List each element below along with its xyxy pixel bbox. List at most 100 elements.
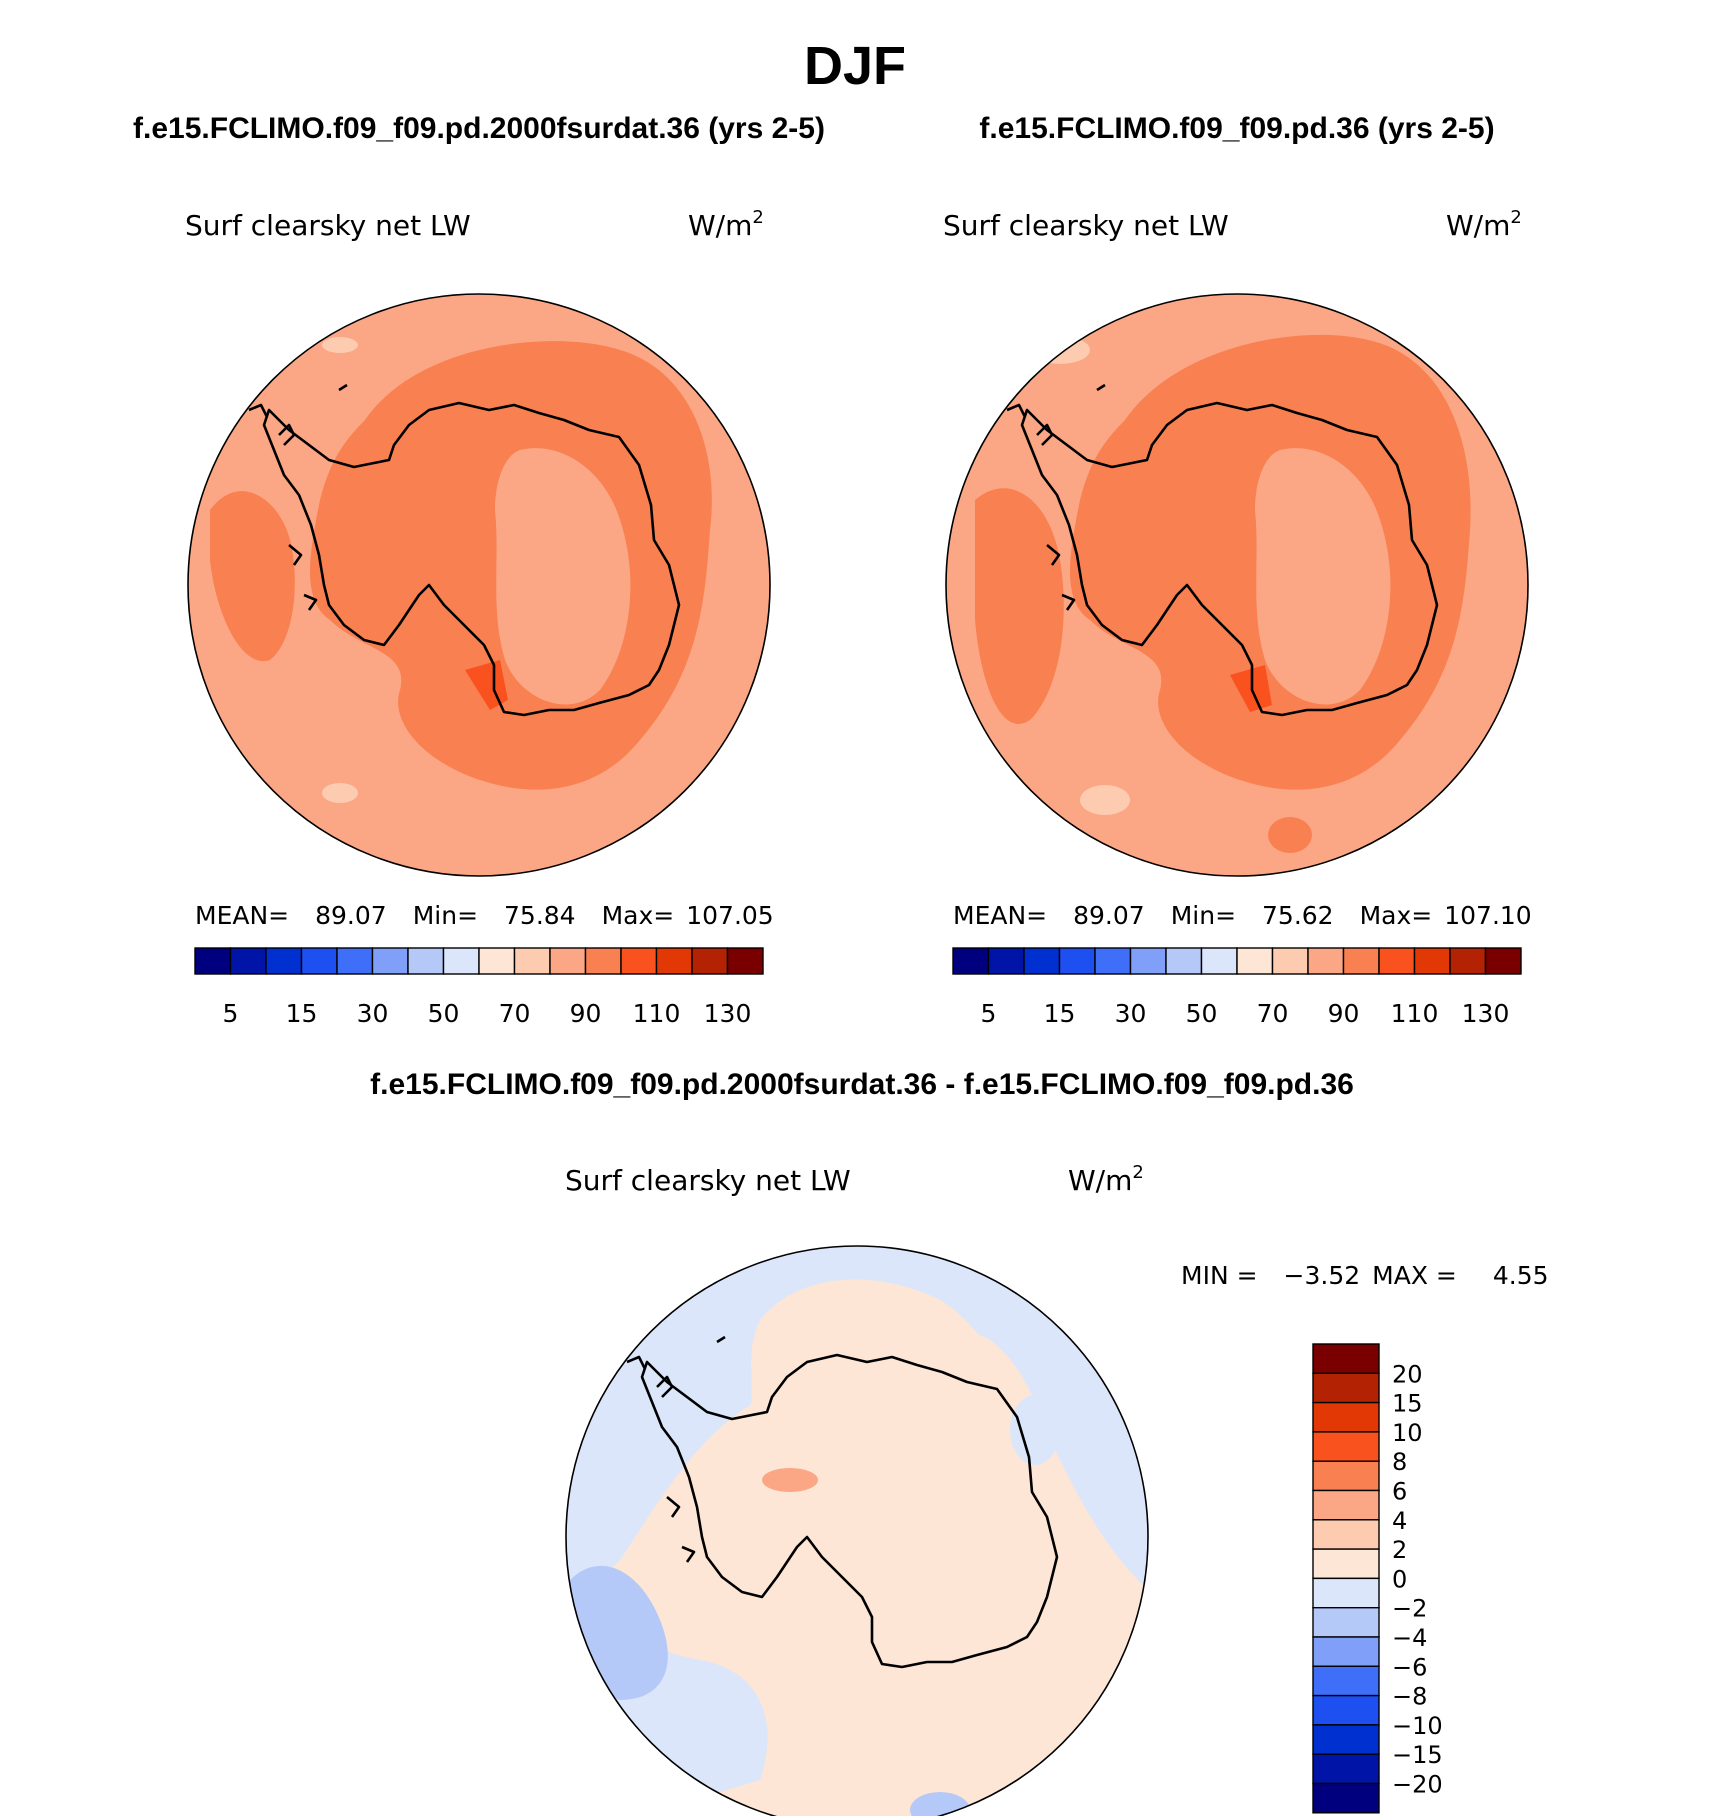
diff-colorbar-swatch (1312, 1636, 1380, 1667)
diff-colorbar-label: −20 (1392, 1771, 1443, 1799)
case-1-colorbar-swatch (300, 947, 338, 975)
case-1-colorbar-swatch (655, 947, 693, 975)
case-2-colorbar-label: 130 (1462, 999, 1510, 1028)
case-2-stats: MEAN= 89.07 Min= 75.62 Max= 107.10 (953, 901, 1532, 930)
case-1-colorbar-label: 15 (286, 999, 318, 1028)
panel-difference: f.e15.FCLIMO.f09_f09.pd.2000fsurdat.36 -… (370, 1068, 1549, 1816)
case-1-light-patch-2 (322, 337, 358, 353)
case-1-colorbar-swatch (478, 947, 516, 975)
panel-case-1: f.e15.FCLIMO.f09_f09.pd.2000fsurdat.36 (… (133, 112, 825, 1028)
case-1-colorbar-label: 110 (633, 999, 681, 1028)
case-2-light-patch (1080, 785, 1130, 815)
diff-colorbar-swatch (1312, 1343, 1380, 1374)
diff-colorbar-swatch (1312, 1460, 1380, 1492)
case-2-map-border (945, 293, 1529, 877)
diff-colorbar-swatch (1312, 1665, 1380, 1697)
diff-colorbar-swatch (1312, 1753, 1380, 1785)
diff-colorbar-label: 2 (1392, 1536, 1407, 1564)
case-1-colorbar-swatch (620, 947, 658, 975)
case-1-colorbar-label: 70 (499, 999, 531, 1028)
diff-colorbar-label: 0 (1392, 1565, 1407, 1593)
case-1-colorbar-label: 90 (570, 999, 602, 1028)
diff-colorbar-label: −2 (1392, 1595, 1427, 1623)
diff-colorbar-label: 4 (1392, 1507, 1407, 1535)
case-1-colorbar-swatch (549, 947, 587, 975)
diff-colorbar-label: −15 (1392, 1741, 1443, 1769)
case-1-colorbar-swatch (442, 947, 480, 975)
case-1-colorbar-swatch (584, 947, 622, 975)
case-1-colorbar-swatch (265, 947, 303, 975)
diff-east-negative (1010, 1395, 1060, 1465)
case-2-colorbar-swatch (1342, 947, 1380, 975)
diff-positive-ring (747, 1279, 1046, 1654)
case-1-colorbar-swatch (229, 947, 267, 975)
case-2-colorbar-swatch (1200, 947, 1238, 975)
case-2-colorbar-label: 90 (1328, 999, 1360, 1028)
diff-title: f.e15.FCLIMO.f09_f09.pd.2000fsurdat.36 -… (370, 1068, 1354, 1101)
case-2-colorbar-label: 5 (981, 999, 997, 1028)
diff-negative-ring (566, 1246, 1148, 1600)
case-2-colorbar-swatch (1129, 947, 1167, 975)
diff-units: W/m2 (1068, 1162, 1144, 1197)
diff-colorbar-swatch (1312, 1372, 1380, 1404)
diff-colorbar-swatch (1312, 1694, 1380, 1726)
figure-title: DJF (804, 36, 906, 96)
case-1-colorbar: 5 15 30 50 70 90 110 130 (194, 947, 764, 1028)
case-1-colorbar-swatch (691, 947, 729, 975)
case-1-colorbar-swatch (513, 947, 551, 975)
diff-map (566, 1246, 1148, 1816)
case-2-colorbar-swatch (987, 947, 1025, 975)
case-2-colorbar-swatch (1271, 947, 1309, 975)
diff-south-negative-patch (910, 1792, 970, 1816)
panel-case-2: f.e15.FCLIMO.f09_f09.pd.36 (yrs 2-5) Sur… (943, 112, 1532, 1028)
case-2-colorbar-swatch (1023, 947, 1061, 975)
case-2-colorbar-swatch (1378, 947, 1416, 975)
diff-colorbar-swatch (1312, 1782, 1380, 1814)
diff-colorbar-swatch (1312, 1489, 1380, 1521)
case-1-variable: Surf clearsky net LW (185, 209, 471, 242)
case-2-colorbar-swatch (1449, 947, 1487, 975)
diff-colorbar-swatch (1312, 1577, 1380, 1609)
case-2-colorbar-swatch (1058, 947, 1096, 975)
diff-variable: Surf clearsky net LW (565, 1164, 851, 1197)
diff-peninsula-positive (762, 1468, 818, 1492)
case-1-map-border (187, 293, 771, 877)
diff-stats: MIN = −3.52 MAX = 4.55 (1181, 1261, 1549, 1290)
diff-colorbar-label: −10 (1392, 1712, 1443, 1740)
case-1-colorbar-label: 30 (357, 999, 389, 1028)
diff-colorbar-label: 6 (1392, 1478, 1407, 1506)
case-2-units: W/m2 (1446, 207, 1522, 242)
case-2-colorbar-label: 30 (1115, 999, 1147, 1028)
case-2-colorbar-swatch (1413, 947, 1451, 975)
diff-colorbar-label: 20 (1392, 1360, 1423, 1388)
case-1-colorbar-label: 50 (428, 999, 460, 1028)
case-2-colorbar: 5 15 30 50 70 90 110 130 (952, 947, 1522, 1028)
case-2-variable: Surf clearsky net LW (943, 209, 1229, 242)
case-2-colorbar-swatch (1094, 947, 1132, 975)
diff-colorbar-swatch (1312, 1724, 1380, 1755)
case-2-colorbar-swatch (1484, 947, 1522, 975)
case-2-colorbar-swatch (1307, 947, 1345, 975)
case-1-colorbar-swatch (194, 947, 232, 975)
diff-colorbar-swatch (1312, 1548, 1380, 1580)
case-2-colorbar-label: 50 (1186, 999, 1218, 1028)
case-1-pacific-blob (210, 491, 295, 662)
diff-colorbar-swatch (1312, 1519, 1380, 1550)
case-2-colorbar-swatch (952, 947, 990, 975)
case-2-colorbar-label: 70 (1257, 999, 1289, 1028)
diff-colorbar-swatch (1312, 1431, 1380, 1462)
case-1-east-plateau (495, 448, 631, 705)
case-1-title: f.e15.FCLIMO.f09_f09.pd.2000fsurdat.36 (… (133, 112, 825, 145)
case-1-colorbar-label: 5 (223, 999, 239, 1028)
diff-colorbar-swatch (1312, 1606, 1380, 1638)
diff-colorbar-label: 15 (1392, 1390, 1423, 1418)
case-2-title: f.e15.FCLIMO.f09_f09.pd.36 (yrs 2-5) (979, 112, 1494, 145)
case-1-colorbar-swatch (407, 947, 445, 975)
case-2-colorbar-swatch (1165, 947, 1203, 975)
case-2-colorbar-label: 15 (1044, 999, 1076, 1028)
case-2-east-plateau (1255, 448, 1391, 705)
case-1-colorbar-swatch (336, 947, 374, 975)
case-1-colorbar-swatch (371, 947, 409, 975)
